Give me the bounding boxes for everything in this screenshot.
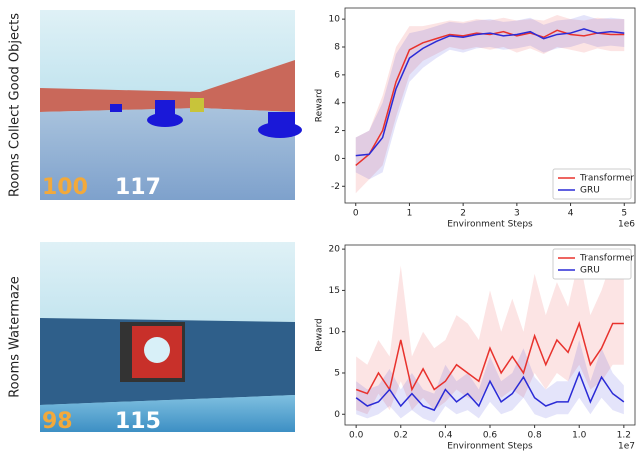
x-axis-label: Environment Steps [447, 442, 533, 452]
x-axis-label: Environment Steps [447, 220, 533, 230]
legend-label: Transformer [579, 254, 634, 264]
line [355, 321, 624, 395]
x-tick-label: 1 [407, 209, 413, 219]
y-tick-label: 8 [334, 43, 340, 53]
row-label: Rooms Watermaze [8, 276, 23, 398]
y-axis-label: Reward [315, 89, 325, 123]
error-band [355, 14, 625, 194]
plot [355, 257, 625, 423]
legend-label: GRU [580, 266, 600, 276]
x-tick-label: 0 [353, 209, 359, 219]
hud-value: 117 [115, 175, 161, 200]
x-tick-label: 0.0 [349, 431, 364, 441]
y-axis-label: Reward [315, 318, 325, 352]
line [355, 29, 625, 166]
y-tick-label: 2 [334, 126, 340, 136]
legend-label: GRU [580, 186, 600, 196]
hud-value: 100 [42, 175, 88, 200]
x-tick-label: 0.6 [483, 431, 498, 441]
error-band [356, 257, 624, 415]
hud-value: 115 [115, 409, 161, 434]
screenshot: 100 117 [40, 10, 302, 200]
y-tick-label: 0 [334, 410, 340, 420]
screenshot: 98 115 [40, 242, 295, 434]
legend-label: Transformer [579, 174, 634, 184]
x-tick-label: 2 [460, 209, 466, 219]
x-tick-label: 0.4 [438, 431, 453, 441]
y-tick-label: 5 [334, 368, 340, 378]
y-tick-label: -2 [331, 182, 340, 192]
hud-value: 98 [42, 409, 73, 434]
legend-box [552, 248, 632, 280]
error-band [355, 14, 625, 180]
x-tick-label: 4 [568, 209, 574, 219]
legend-box [552, 168, 632, 200]
y-tick-label: 6 [334, 70, 340, 80]
y-tick-label: 15 [329, 286, 340, 296]
row-label: Rooms Collect Good Objects [8, 13, 23, 197]
x-tick-label: 1.2 [617, 431, 631, 441]
y-tick-label: 4 [334, 98, 340, 108]
x-tick-label: 0.8 [527, 431, 542, 441]
line [355, 370, 625, 412]
axes-frame [344, 7, 636, 204]
x-tick-label: 0.2 [394, 431, 408, 441]
y-tick-label: 10 [329, 15, 341, 25]
x-tick-label: 3 [514, 209, 520, 219]
y-tick-label: 20 [329, 245, 341, 255]
x-tick-label: 5 [621, 209, 627, 219]
x-tick-label: 1.0 [572, 431, 587, 441]
line [355, 28, 625, 157]
x-offset-label: 1e7 [618, 442, 635, 452]
x-offset-label: 1e6 [618, 220, 635, 230]
y-tick-label: 10 [329, 327, 341, 337]
plot [355, 14, 625, 194]
y-tick-label: 0 [334, 154, 340, 164]
